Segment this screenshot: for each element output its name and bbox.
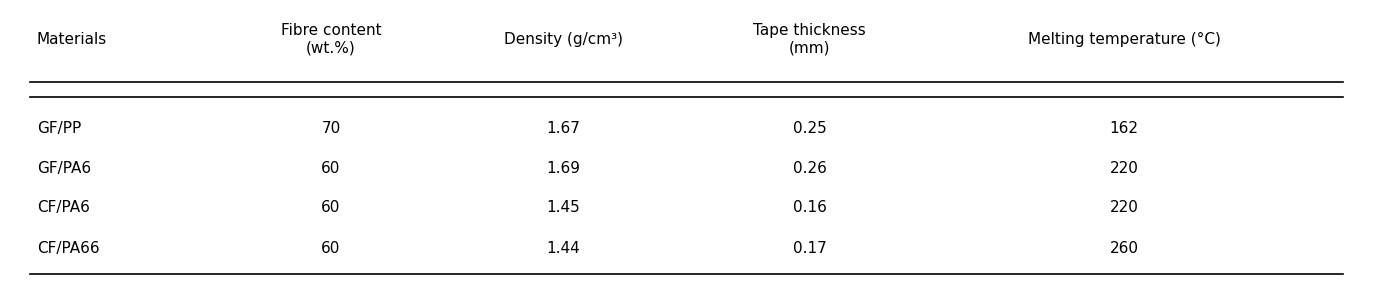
Text: 260: 260 [1109, 241, 1138, 256]
Text: 1.44: 1.44 [546, 241, 581, 256]
Text: 0.26: 0.26 [792, 160, 827, 175]
Text: CF/PA6: CF/PA6 [37, 200, 89, 215]
Text: 220: 220 [1109, 200, 1138, 215]
Text: Density (g/cm³): Density (g/cm³) [504, 32, 623, 47]
Text: 60: 60 [321, 241, 341, 256]
Text: 1.45: 1.45 [546, 200, 581, 215]
Text: Materials: Materials [37, 32, 107, 47]
Text: 162: 162 [1109, 121, 1138, 136]
Text: GF/PP: GF/PP [37, 121, 81, 136]
Text: Fibre content
(wt.%): Fibre content (wt.%) [280, 23, 382, 56]
Text: CF/PA66: CF/PA66 [37, 241, 100, 256]
Text: 220: 220 [1109, 160, 1138, 175]
Text: 0.25: 0.25 [792, 121, 827, 136]
Text: GF/PA6: GF/PA6 [37, 160, 91, 175]
Text: 1.67: 1.67 [546, 121, 581, 136]
Text: Melting temperature (°C): Melting temperature (°C) [1027, 32, 1221, 47]
Text: 70: 70 [321, 121, 341, 136]
Text: 0.16: 0.16 [792, 200, 827, 215]
Text: 60: 60 [321, 160, 341, 175]
Text: 0.17: 0.17 [792, 241, 827, 256]
Text: Tape thickness
(mm): Tape thickness (mm) [754, 23, 866, 56]
Text: 1.69: 1.69 [546, 160, 581, 175]
Text: 60: 60 [321, 200, 341, 215]
